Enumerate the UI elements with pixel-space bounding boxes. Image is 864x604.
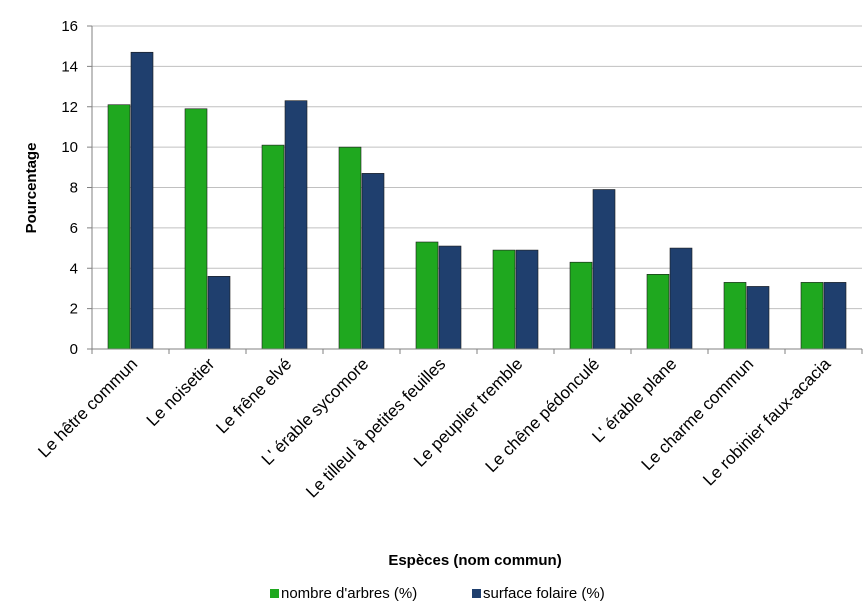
x-tick-label: Le noisetier (143, 354, 219, 430)
bar-nombre-arbres (261, 144, 285, 350)
y-tick-label: 12 (61, 99, 78, 116)
gridlines (92, 25, 862, 310)
y-tick-label: 2 (70, 301, 78, 318)
bar-nombre-arbres (569, 261, 593, 350)
bar-surface-folaire (823, 282, 847, 350)
bar-nombre-arbres (415, 241, 439, 350)
bar-surface-folaire (207, 276, 231, 350)
y-tick-label: 6 (70, 220, 78, 237)
y-tick-labels: 0 2 4 6 8 10 12 14 16 (61, 18, 78, 358)
bar-nombre-arbres (646, 274, 670, 350)
x-axis-title: Espèces (nom commun) (388, 552, 561, 569)
x-tick-label: Le frêne elvé (212, 354, 295, 437)
bar-nombre-arbres (184, 108, 208, 350)
bar-nombre-arbres (338, 146, 362, 350)
bar-surface-folaire (284, 100, 308, 350)
bar-surface-folaire (515, 249, 539, 350)
bar-nombre-arbres (492, 249, 516, 350)
y-tick-label: 8 (70, 180, 78, 197)
x-tick-label: Le tilleul à petites feuilles (302, 354, 449, 501)
bar-surface-folaire (592, 189, 616, 350)
bar-nombre-arbres (723, 282, 747, 350)
y-axis-title: Pourcentage (23, 143, 40, 234)
bar-surface-folaire (669, 247, 693, 350)
x-tick-label: Le hêtre commun (34, 354, 141, 461)
bars (107, 51, 847, 350)
y-tick-label: 16 (61, 18, 78, 35)
y-tick-label: 4 (70, 260, 78, 277)
bar-nombre-arbres (107, 104, 131, 350)
legend-label-nombre-arbres: nombre d'arbres (%) (281, 585, 417, 602)
axes (87, 25, 863, 354)
bar-surface-folaire (746, 286, 770, 350)
legend-swatch-nombre-arbres (270, 589, 279, 598)
y-tick-label: 14 (61, 58, 78, 75)
bar-surface-folaire (438, 245, 462, 350)
legend-swatch-surface-folaire (472, 589, 481, 598)
legend: nombre d'arbres (%) surface folaire (%) (270, 585, 605, 602)
bar-surface-folaire (361, 173, 385, 350)
y-tick-label: 10 (61, 139, 78, 156)
y-tick-label: 0 (70, 341, 78, 358)
legend-label-surface-folaire: surface folaire (%) (483, 585, 605, 602)
bar-nombre-arbres (800, 282, 824, 350)
bar-surface-folaire (130, 51, 154, 350)
x-tick-label: Le robinier faux-acacia (699, 354, 834, 489)
